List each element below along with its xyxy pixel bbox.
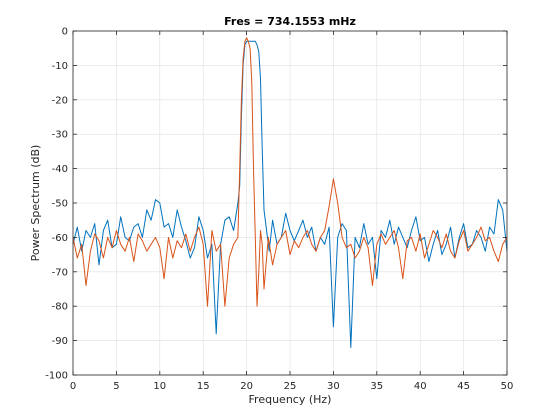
x-tick-label: 15 — [197, 381, 210, 392]
x-tick-label: 5 — [113, 381, 119, 392]
y-tick-label: -80 — [52, 302, 68, 313]
y-tick-label: -10 — [52, 61, 68, 72]
chart-title: Fres = 734.1553 mHz — [224, 15, 356, 28]
y-tick-label: -50 — [52, 199, 68, 210]
y-tick-label: -20 — [52, 95, 68, 106]
x-tick-label: 25 — [284, 381, 297, 392]
y-tick-label: -30 — [52, 130, 68, 141]
y-tick-label: -60 — [52, 233, 68, 244]
x-tick-label: 35 — [370, 381, 383, 392]
series-line-2 — [72, 37, 508, 307]
y-tick-label: -70 — [52, 267, 68, 278]
x-tick-label: 45 — [457, 381, 470, 392]
data-series — [72, 37, 508, 348]
y-tick-label: -90 — [52, 336, 68, 347]
y-tick-label: -100 — [45, 371, 68, 382]
y-tick-label: -40 — [52, 164, 68, 175]
y-tick-label: 0 — [62, 27, 68, 38]
x-tick-label: 20 — [240, 381, 253, 392]
series-line-1 — [72, 40, 508, 348]
x-tick-label: 40 — [414, 381, 427, 392]
x-tick-label: 30 — [327, 381, 340, 392]
x-tick-label: 0 — [70, 381, 76, 392]
y-axis-label: Power Spectrum (dB) — [29, 145, 42, 262]
x-tick-label: 10 — [153, 381, 166, 392]
axis-ticks: 0 5 10 15 20 25 30 35 40 45 50 0 -10 -20 -30 -40 -50 -60 -… — [45, 27, 513, 393]
x-axis-label: Frequency (Hz) — [249, 393, 332, 406]
x-tick-label: 50 — [501, 381, 514, 392]
